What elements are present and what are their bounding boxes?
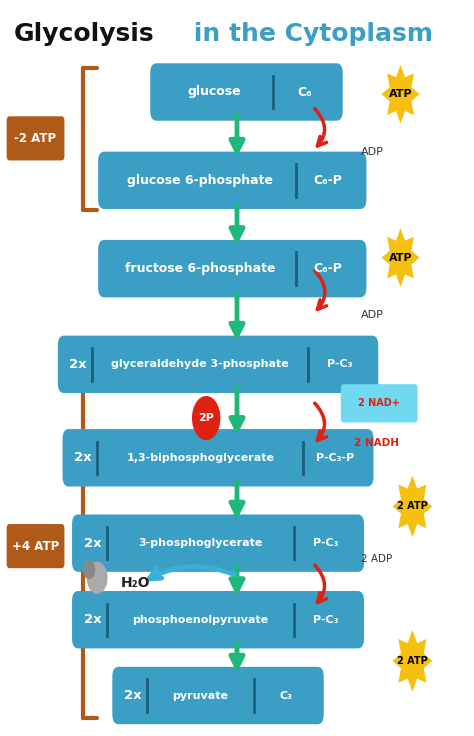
Text: pyruvate: pyruvate bbox=[172, 690, 228, 701]
Text: glucose: glucose bbox=[188, 85, 241, 99]
Text: 2x: 2x bbox=[69, 358, 87, 371]
Text: 2 ATP: 2 ATP bbox=[397, 656, 428, 666]
Circle shape bbox=[87, 562, 108, 594]
Text: 2 NADH: 2 NADH bbox=[355, 438, 399, 448]
Text: 3-phosphoglycerate: 3-phosphoglycerate bbox=[138, 538, 263, 548]
FancyBboxPatch shape bbox=[7, 524, 64, 568]
Text: ATP: ATP bbox=[389, 89, 412, 99]
Text: H₂O: H₂O bbox=[121, 576, 150, 590]
Circle shape bbox=[192, 396, 220, 440]
Polygon shape bbox=[392, 475, 432, 537]
Polygon shape bbox=[382, 228, 419, 287]
Text: P-C₃-P: P-C₃-P bbox=[316, 453, 355, 463]
Polygon shape bbox=[382, 65, 419, 124]
FancyBboxPatch shape bbox=[58, 336, 378, 393]
FancyBboxPatch shape bbox=[150, 63, 343, 121]
Text: C₆: C₆ bbox=[297, 85, 312, 99]
Text: fructose 6-phosphate: fructose 6-phosphate bbox=[125, 262, 275, 275]
Text: P-C₃: P-C₃ bbox=[313, 615, 338, 625]
Text: +4 ATP: +4 ATP bbox=[12, 539, 59, 553]
Text: P-C₃: P-C₃ bbox=[313, 538, 338, 548]
FancyBboxPatch shape bbox=[341, 384, 418, 422]
FancyBboxPatch shape bbox=[112, 667, 324, 724]
Polygon shape bbox=[392, 630, 432, 692]
FancyBboxPatch shape bbox=[63, 429, 374, 486]
Circle shape bbox=[83, 560, 95, 579]
Text: 2x: 2x bbox=[124, 689, 142, 702]
Text: C₃: C₃ bbox=[279, 690, 292, 701]
Text: 2x: 2x bbox=[83, 537, 101, 550]
Text: glyceraldehyde 3-phosphate: glyceraldehyde 3-phosphate bbox=[111, 359, 289, 369]
FancyBboxPatch shape bbox=[98, 240, 366, 297]
Text: phosphoenolpyruvate: phosphoenolpyruvate bbox=[132, 615, 268, 625]
Text: C₆-P: C₆-P bbox=[314, 262, 343, 275]
Text: ADP: ADP bbox=[361, 147, 383, 158]
FancyBboxPatch shape bbox=[72, 514, 364, 572]
Text: in the Cytoplasm: in the Cytoplasm bbox=[185, 22, 433, 46]
Text: 2 NAD+: 2 NAD+ bbox=[358, 398, 400, 408]
Text: glucose 6-phosphate: glucose 6-phosphate bbox=[127, 174, 273, 187]
Text: 2 ADP: 2 ADP bbox=[361, 392, 392, 403]
Text: -2 ATP: -2 ATP bbox=[15, 132, 56, 145]
Text: Glycolysis: Glycolysis bbox=[14, 22, 155, 46]
FancyBboxPatch shape bbox=[98, 152, 366, 209]
Text: 2x: 2x bbox=[74, 451, 92, 464]
Text: C₆-P: C₆-P bbox=[314, 174, 343, 187]
Text: 2x: 2x bbox=[83, 613, 101, 626]
FancyBboxPatch shape bbox=[7, 116, 64, 160]
FancyBboxPatch shape bbox=[72, 591, 364, 648]
Text: ADP: ADP bbox=[361, 310, 383, 320]
Text: 2P: 2P bbox=[198, 413, 214, 423]
Text: 2 ADP: 2 ADP bbox=[361, 554, 392, 565]
Text: 1,3-biphosphoglycerate: 1,3-biphosphoglycerate bbox=[126, 453, 274, 463]
Text: P-C₃: P-C₃ bbox=[328, 359, 353, 369]
Text: 2 ATP: 2 ATP bbox=[397, 501, 428, 512]
Text: ATP: ATP bbox=[389, 252, 412, 263]
